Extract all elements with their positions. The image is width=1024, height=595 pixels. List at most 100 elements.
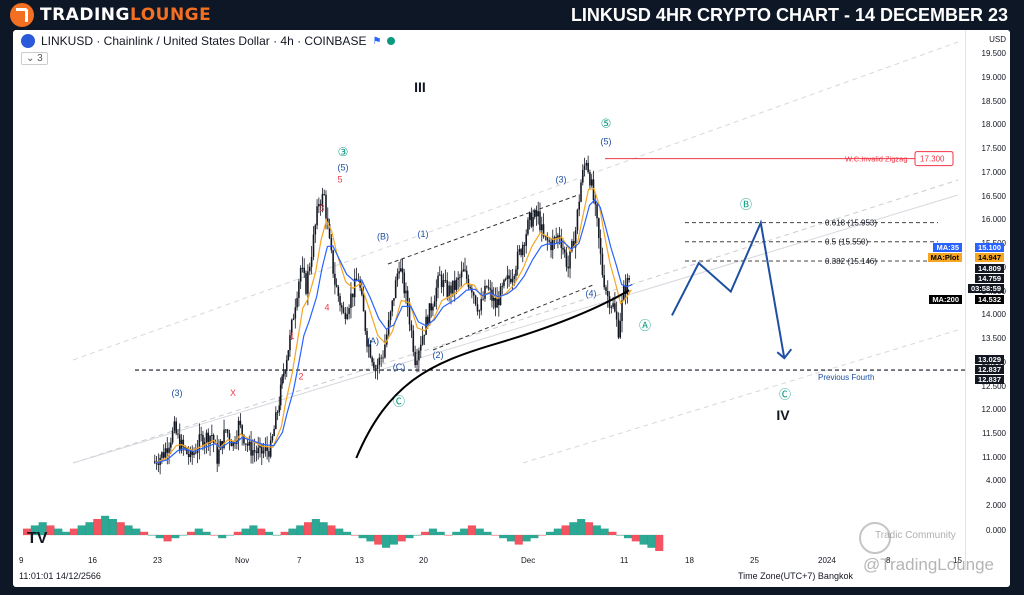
candle-body xyxy=(492,297,495,301)
candle-body xyxy=(301,267,304,269)
candle-body xyxy=(310,256,313,267)
oscillator-bar xyxy=(616,535,625,536)
candle-body xyxy=(599,238,602,254)
candle-body xyxy=(518,249,521,252)
candle-body xyxy=(471,288,473,293)
candle-body xyxy=(290,319,293,336)
candle-body xyxy=(389,311,392,321)
candle-body xyxy=(601,253,604,276)
candle-body xyxy=(474,295,477,305)
candle-body xyxy=(508,275,510,279)
candle-body xyxy=(494,297,497,308)
x-tick-label: 11 xyxy=(620,556,629,565)
candle-body xyxy=(562,247,564,250)
wave-label: 5 xyxy=(337,174,342,184)
oscillator-bar xyxy=(296,525,305,535)
candle-body xyxy=(617,319,620,338)
candle-body xyxy=(621,300,623,322)
candle-body xyxy=(614,303,616,312)
candle-body xyxy=(186,448,188,455)
candle-body xyxy=(189,450,192,458)
candle-body xyxy=(218,449,220,464)
oscillator-bar xyxy=(499,535,508,539)
symbol-legend[interactable]: LINKUSD · Chainlink / United States Doll… xyxy=(21,34,396,48)
price-axis[interactable]: USD 19.500 19.000 18.500 18.000 17.500 17.000… xyxy=(965,30,1010,570)
price-chart[interactable]: Previous Fourth 0.618 (15.953) 0.5 (15.550… xyxy=(13,30,966,570)
candle-body xyxy=(305,273,307,294)
oscillator-bar xyxy=(343,531,352,535)
candle-body xyxy=(535,210,538,217)
candle-body xyxy=(191,450,194,455)
indicator-toggle[interactable]: ⌄ 3 xyxy=(21,52,48,65)
x-tick-label: 2024 xyxy=(818,556,836,565)
y-tick-label: 11.500 xyxy=(982,429,1006,439)
wave-label: ⑤ xyxy=(601,117,612,131)
candle-body xyxy=(296,297,298,308)
wave-label: 1 xyxy=(289,331,294,341)
candle-body xyxy=(171,430,174,443)
candle-body xyxy=(239,420,242,426)
candle-body xyxy=(414,351,416,366)
candle-body xyxy=(515,269,517,277)
oscillator-bar xyxy=(335,528,344,535)
candle-body xyxy=(369,344,372,358)
oscillator-bar xyxy=(171,535,180,539)
oscillator-bar xyxy=(475,528,484,535)
invalidation-value: 17.300 xyxy=(920,155,945,164)
candle-body xyxy=(496,298,498,308)
candle-body xyxy=(170,442,172,448)
candle-body xyxy=(421,336,424,345)
oscillator-bar xyxy=(545,531,555,535)
invalidation-label: W.C.Invalid Zigzag xyxy=(845,155,908,164)
candle-body xyxy=(558,235,561,239)
candle-body xyxy=(200,434,202,436)
candle-body xyxy=(401,268,404,273)
candle-body xyxy=(450,285,452,294)
oscillator-bar xyxy=(225,535,235,536)
candle-body xyxy=(173,421,176,431)
brand-logo: TRADINGLOUNGE xyxy=(10,3,211,27)
invalidation-value-box xyxy=(914,151,954,167)
candle-body xyxy=(166,448,169,453)
oscillator-bar xyxy=(147,535,156,536)
candle-body xyxy=(350,293,352,309)
timezone-selector[interactable]: Time Zone(UTC+7) Bangkok xyxy=(738,571,853,581)
candle-body xyxy=(589,172,591,186)
candle-body xyxy=(289,335,291,351)
market-status-icon xyxy=(387,37,396,45)
x-tick-label: 18 xyxy=(685,556,694,565)
previous-fourth-label: Previous Fourth xyxy=(818,373,874,382)
flag-icon[interactable]: ⚑ xyxy=(372,35,382,47)
tradingview-logo: TV xyxy=(27,530,48,547)
candle-body xyxy=(569,251,571,269)
candle-body xyxy=(308,266,311,272)
candle-body xyxy=(198,434,201,450)
candle-body xyxy=(216,443,218,464)
candle-body xyxy=(376,364,379,370)
candle-body xyxy=(472,292,475,296)
candle-body xyxy=(299,268,302,282)
candle-body xyxy=(598,218,600,239)
candle-body xyxy=(501,285,504,287)
candle-body xyxy=(408,307,411,325)
oscillator-bar xyxy=(460,528,469,535)
oscillator-bar xyxy=(163,535,172,542)
candle-body xyxy=(282,373,285,377)
top-banner: TRADINGLOUNGE LINKUSD 4HR CRYPTO CHART -… xyxy=(0,0,1024,30)
candle-body xyxy=(504,279,507,280)
wave-label: (5) xyxy=(601,136,612,146)
y-tick-label: 17.500 xyxy=(981,144,1006,154)
candle-body xyxy=(610,306,613,308)
candle-body xyxy=(605,287,607,291)
x-tick-label: Dec xyxy=(521,556,536,565)
oscillator-bar xyxy=(397,535,406,542)
candle-body xyxy=(223,429,225,448)
candle-body xyxy=(337,286,340,297)
candle-body xyxy=(316,206,318,226)
oscillator-bar xyxy=(272,535,281,536)
oscillator-bar xyxy=(288,528,297,535)
candle-body xyxy=(486,286,488,288)
oscillator-bar xyxy=(514,535,523,545)
x-tick-label: Nov xyxy=(235,556,250,565)
x-tick-label: 15 xyxy=(953,556,962,565)
